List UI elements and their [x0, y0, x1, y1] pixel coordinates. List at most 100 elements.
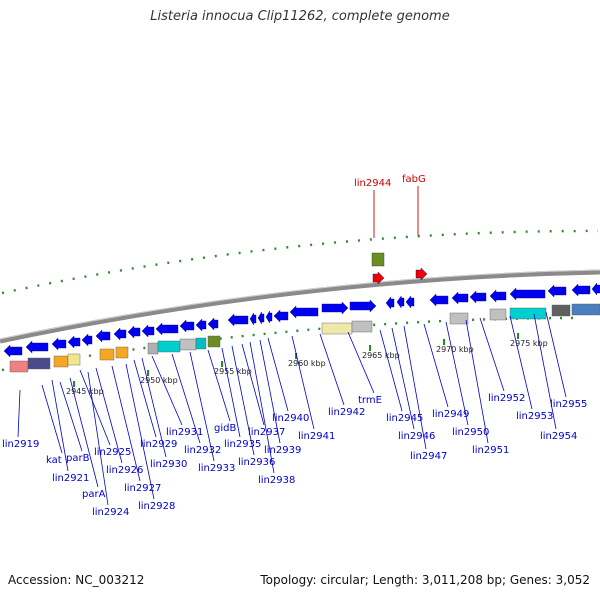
- gene-label[interactable]: lin2952: [488, 393, 525, 404]
- gene-label[interactable]: lin2919: [2, 439, 39, 450]
- feature-box[interactable]: [147, 342, 159, 355]
- gene-label[interactable]: lin2930: [150, 459, 187, 470]
- reverse-gene[interactable]: [227, 313, 249, 327]
- feature-box[interactable]: [115, 346, 129, 359]
- lin2944-gene[interactable]: [372, 271, 385, 285]
- reverse-gene[interactable]: [207, 317, 219, 331]
- forward-gene[interactable]: [405, 295, 415, 309]
- gene-label[interactable]: lin2927: [124, 483, 161, 494]
- gene-label[interactable]: lin2949: [432, 409, 469, 420]
- reverse-gene[interactable]: [25, 340, 49, 354]
- gene-label[interactable]: lin2933: [198, 463, 235, 474]
- gene-label[interactable]: trmE: [358, 395, 382, 406]
- gene-label[interactable]: lin2924: [92, 507, 129, 518]
- gene-label[interactable]: kat: [46, 455, 62, 466]
- gene-label[interactable]: lin2942: [328, 407, 365, 418]
- gene-label[interactable]: lin2932: [184, 445, 221, 456]
- highlight-gene-label[interactable]: lin2944: [354, 178, 391, 189]
- gene-label[interactable]: lin2921: [52, 473, 89, 484]
- gene-label[interactable]: lin2947: [410, 451, 447, 462]
- feature-box[interactable]: [449, 312, 469, 325]
- feature-box[interactable]: [157, 340, 181, 353]
- feature-box[interactable]: [195, 337, 207, 350]
- reverse-gene[interactable]: [257, 311, 265, 325]
- reverse-gene[interactable]: [81, 333, 93, 347]
- leader-line: [465, 319, 489, 444]
- gene-label[interactable]: lin2931: [166, 427, 203, 438]
- forward-gene[interactable]: [591, 282, 600, 296]
- feature-box[interactable]: [571, 303, 600, 316]
- forward-gene[interactable]: [571, 283, 591, 297]
- forward-gene[interactable]: [349, 299, 377, 313]
- forward-gene[interactable]: [509, 287, 546, 301]
- gene-label[interactable]: lin2954: [540, 431, 577, 442]
- feature-box[interactable]: [551, 304, 571, 317]
- leader-line: [231, 345, 255, 456]
- reverse-gene[interactable]: [265, 310, 273, 324]
- feature-box[interactable]: [321, 322, 353, 335]
- gene-label[interactable]: lin2945: [386, 413, 423, 424]
- forward-gene[interactable]: [429, 293, 449, 307]
- gene-label[interactable]: lin2951: [472, 445, 509, 456]
- highlight-gene-label[interactable]: fabG: [402, 174, 426, 185]
- reverse-gene[interactable]: [155, 322, 179, 336]
- reverse-gene[interactable]: [113, 327, 127, 341]
- gene-label[interactable]: lin2926: [106, 465, 143, 476]
- scale-label: 2955 kbp: [214, 367, 252, 376]
- feature-box[interactable]: [351, 320, 373, 333]
- reverse-gene[interactable]: [3, 344, 23, 358]
- reverse-gene[interactable]: [249, 312, 257, 326]
- feature-box[interactable]: [9, 360, 29, 373]
- gene-label[interactable]: lin2939: [264, 445, 301, 456]
- gene-label[interactable]: lin2928: [138, 501, 175, 512]
- gene-labels: lin2944 fabG lin2919 kat parB lin2921 parA lin2…: [2, 174, 587, 518]
- forward-gene[interactable]: [321, 301, 349, 315]
- accession-text: Accession: NC_003212: [8, 573, 145, 587]
- gene-label[interactable]: lin2937: [248, 427, 285, 438]
- label-leader-lines: [17, 186, 567, 506]
- reverse-gene[interactable]: [127, 325, 141, 339]
- forward-gene[interactable]: [469, 290, 487, 304]
- forward-gene[interactable]: [547, 284, 567, 298]
- reverse-gene[interactable]: [67, 335, 81, 349]
- lin2944-feature-box[interactable]: [371, 252, 385, 267]
- reverse-gene[interactable]: [51, 337, 67, 351]
- gene-label[interactable]: lin2936: [238, 457, 275, 468]
- gene-label[interactable]: lin2946: [398, 431, 435, 442]
- reverse-gene[interactable]: [141, 324, 155, 338]
- leader-line: [319, 333, 345, 406]
- forward-gene[interactable]: [396, 295, 405, 309]
- forward-gene[interactable]: [385, 296, 395, 310]
- gene-label[interactable]: lin2935: [224, 439, 261, 450]
- gene-label[interactable]: lin2941: [298, 431, 335, 442]
- gene-label[interactable]: gidB: [214, 423, 236, 434]
- feature-box[interactable]: [509, 307, 547, 320]
- feature-box[interactable]: [99, 348, 115, 361]
- gene-label[interactable]: parA: [82, 489, 106, 500]
- gene-label[interactable]: parB: [66, 453, 90, 464]
- gene-label[interactable]: lin2929: [140, 439, 177, 450]
- forward-gene[interactable]: [451, 291, 469, 305]
- feature-box[interactable]: [27, 357, 51, 370]
- feature-box[interactable]: [67, 353, 81, 366]
- gene-label[interactable]: lin2950: [452, 427, 489, 438]
- reverse-gene[interactable]: [179, 319, 195, 333]
- reverse-gene[interactable]: [95, 329, 111, 343]
- gene-label[interactable]: lin2940: [272, 413, 309, 424]
- scale-label: 2945 kbp: [66, 387, 104, 396]
- feature-box[interactable]: [207, 335, 221, 348]
- reverse-gene[interactable]: [289, 305, 319, 319]
- feature-box[interactable]: [53, 355, 69, 368]
- feature-box[interactable]: [179, 338, 197, 351]
- gene-label[interactable]: lin2938: [258, 475, 295, 486]
- reverse-gene[interactable]: [195, 318, 207, 332]
- leader-line: [221, 347, 241, 438]
- gene-label[interactable]: lin2953: [516, 411, 553, 422]
- reverse-gene[interactable]: [273, 309, 289, 323]
- gene-label[interactable]: lin2925: [94, 447, 131, 458]
- fabG-gene[interactable]: [415, 267, 428, 281]
- feature-box[interactable]: [489, 308, 507, 321]
- gene-label[interactable]: lin2955: [550, 399, 587, 410]
- genome-summary-text: Topology: circular; Length: 3,011,208 bp…: [260, 573, 590, 587]
- forward-gene[interactable]: [489, 289, 507, 303]
